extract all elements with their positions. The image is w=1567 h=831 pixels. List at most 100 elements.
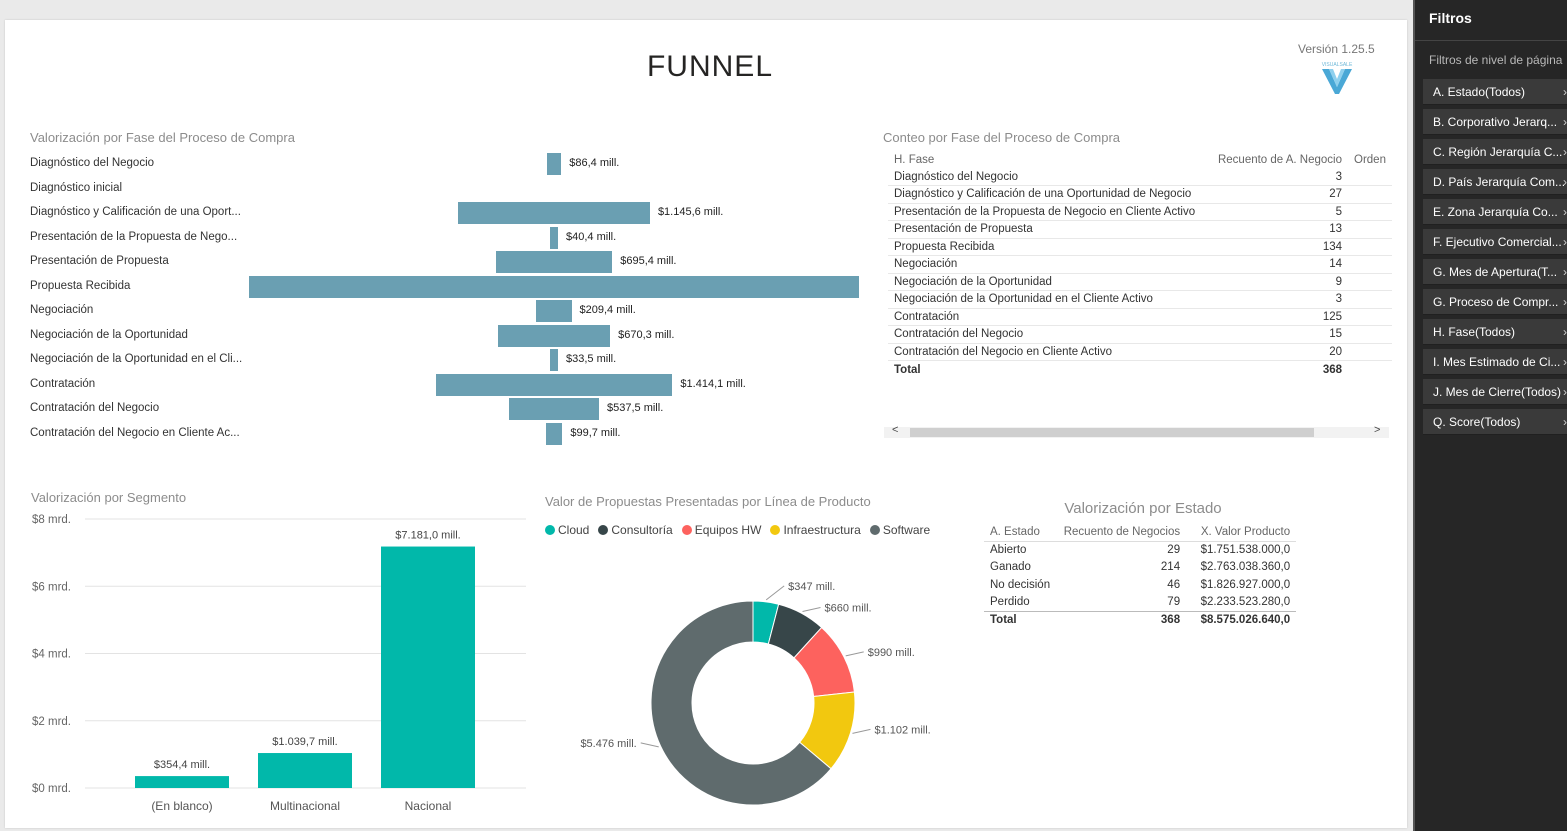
legend-item[interactable]: Infraestructura <box>770 523 861 537</box>
table-row[interactable]: Negociación 14 <box>888 255 1392 274</box>
estado-table: A. Estado Recuento de Negocios X. Valor … <box>984 523 1297 629</box>
table-row[interactable]: Contratación 125 <box>888 308 1392 326</box>
col-header-recuento[interactable]: Recuento de A. Negocio <box>1217 153 1342 166</box>
filter-card[interactable]: A. Estado(Todos) › <box>1423 79 1567 105</box>
chevron-right-icon[interactable]: › <box>1563 295 1567 309</box>
funnel-bar[interactable] <box>536 300 572 322</box>
filter-card[interactable]: F. Ejecutivo Comercial... › <box>1423 229 1567 255</box>
funnel-bar[interactable] <box>249 275 859 298</box>
legend-item[interactable]: Cloud <box>545 523 589 537</box>
orden-cell <box>1348 325 1392 344</box>
filter-card[interactable]: G. Proceso de Compr... › <box>1423 289 1567 315</box>
chevron-right-icon[interactable]: › <box>1563 325 1567 339</box>
chevron-right-icon[interactable]: › <box>1563 85 1567 99</box>
col-header-fase[interactable]: H. Fase <box>894 153 935 166</box>
scrollbar-thumb[interactable] <box>910 428 1314 437</box>
orden-cell <box>1348 308 1392 326</box>
legend-item[interactable]: Consultoría <box>598 523 673 537</box>
legend-label: Equipos HW <box>694 523 762 537</box>
legend-item[interactable]: Software <box>869 523 930 537</box>
scroll-left-icon[interactable]: < <box>892 424 899 436</box>
col-header-orden[interactable]: Orden <box>1354 153 1386 166</box>
col-header-valor-producto[interactable]: X. Valor Producto <box>1186 523 1297 542</box>
table-row[interactable]: Presentación de la Propuesta de Negocio … <box>888 203 1392 221</box>
filter-card[interactable]: E. Zona Jerarquía Co... › <box>1423 199 1567 225</box>
segment-bar[interactable] <box>381 546 475 788</box>
donut-title: Valor de Propuestas Presentadas por Líne… <box>545 494 871 509</box>
funnel-bar[interactable] <box>508 398 599 420</box>
table-row[interactable]: Contratación del Negocio 15 <box>888 325 1392 344</box>
table-row[interactable]: Abierto 29 $1.751.538.000,0 <box>984 541 1296 559</box>
chevron-right-icon[interactable]: › <box>1563 175 1567 189</box>
table-row[interactable]: Presentación de Propuesta 13 <box>888 220 1392 239</box>
filter-card[interactable]: I. Mes Estimado de Ci... › <box>1423 349 1567 375</box>
table-row[interactable]: Ganado 214 $2.763.038.360,0 <box>984 559 1296 577</box>
count-cell: 15 <box>1206 325 1348 344</box>
orden-cell <box>1348 168 1392 186</box>
count-cell: 29 <box>1167 544 1181 556</box>
table-row[interactable]: Negociación de la Oportunidad 9 <box>888 273 1392 291</box>
chevron-right-icon[interactable]: › <box>1563 415 1567 429</box>
filters-title: Filtros <box>1429 10 1472 26</box>
table-row[interactable]: Propuesta Recibida 134 <box>888 238 1392 256</box>
funnel-value-label: $695,4 mill. <box>620 255 677 267</box>
funnel-bar[interactable] <box>545 422 563 445</box>
fase-cell: Negociación de la Oportunidad <box>888 273 1206 291</box>
table-row[interactable]: Diagnóstico y Calificación de una Oportu… <box>888 185 1392 204</box>
filter-card[interactable]: B. Corporativo Jerarq... › <box>1423 109 1567 135</box>
legend-dot-icon <box>545 525 555 535</box>
funnel-bar[interactable] <box>435 373 673 396</box>
count-table-title: Conteo por Fase del Proceso de Compra <box>883 130 1121 145</box>
count-cell: 79 <box>1167 596 1181 608</box>
funnel-bar[interactable] <box>546 153 562 175</box>
donut-legend: Cloud Consultoría Equipos HW Infraestructur… <box>545 523 930 537</box>
donut-slice[interactable] <box>650 600 832 806</box>
segment-bar[interactable] <box>258 753 352 788</box>
count-cell: 134 <box>1206 238 1348 256</box>
total-label: Total <box>984 610 1057 629</box>
filter-card[interactable]: D. País Jerarquía Com... › <box>1423 169 1567 195</box>
table-row[interactable]: Contratación del Negocio en Cliente Acti… <box>888 343 1392 361</box>
chevron-right-icon[interactable]: › <box>1563 205 1567 219</box>
chevron-right-icon[interactable]: › <box>1563 265 1567 279</box>
orden-cell <box>1348 238 1392 256</box>
funnel-bar[interactable] <box>550 226 558 249</box>
segment-value-label: $1.039,7 mill. <box>272 736 337 748</box>
total-valor: $8.575.026.640,0 <box>1186 610 1297 629</box>
col-header-recuento-negocios[interactable]: Recuento de Negocios <box>1056 523 1187 542</box>
chevron-right-icon[interactable]: › <box>1563 385 1567 399</box>
table-row[interactable]: Negociación de la Oportunidad en el Clie… <box>888 290 1392 309</box>
total-count: 368 <box>1206 360 1348 378</box>
col-header-estado[interactable]: A. Estado <box>984 523 1057 542</box>
funnel-bar[interactable] <box>495 251 613 273</box>
funnel-bar[interactable] <box>497 324 611 347</box>
legend-dot-icon <box>598 525 609 535</box>
valor-cell: $2.233.523.280,0 <box>1200 596 1291 608</box>
chevron-right-icon[interactable]: › <box>1563 115 1567 129</box>
filter-card[interactable]: H. Fase(Todos) › <box>1423 319 1567 345</box>
filter-card-label: I. Mes Estimado de Ci... <box>1433 355 1561 369</box>
legend-item[interactable]: Equipos HW <box>681 523 762 537</box>
y-tick-label: $8 mrd. <box>32 514 71 526</box>
funnel-bar[interactable] <box>458 202 650 224</box>
chevron-right-icon[interactable]: › <box>1563 235 1567 249</box>
filter-card[interactable]: C. Región Jerarquía C... › <box>1423 139 1567 165</box>
funnel-value-label: $33,5 mill. <box>566 353 617 365</box>
filter-card[interactable]: Q. Score(Todos) › <box>1423 409 1567 435</box>
segment-bar[interactable] <box>135 776 229 788</box>
table-row[interactable]: Perdido 79 $2.233.523.280,0 <box>984 594 1296 612</box>
funnel-row-label: Presentación de Propuesta <box>30 255 169 267</box>
funnel-bar[interactable] <box>550 349 558 371</box>
valor-cell: $1.826.927.000,0 <box>1200 578 1291 591</box>
filters-divider <box>1415 40 1567 41</box>
horizontal-scrollbar[interactable]: < > <box>884 424 1389 438</box>
chevron-right-icon[interactable]: › <box>1563 355 1567 369</box>
table-row[interactable]: Diagnóstico del Negocio 3 <box>888 168 1392 186</box>
table-row[interactable]: No decisión 46 $1.826.927.000,0 <box>984 576 1296 594</box>
funnel-row-label: Diagnóstico inicial <box>30 181 123 194</box>
scroll-right-icon[interactable]: > <box>1374 424 1381 436</box>
filter-card[interactable]: G. Mes de Apertura(T... › <box>1423 259 1567 285</box>
filter-card[interactable]: J. Mes de Cierre(Todos) › <box>1423 379 1567 405</box>
chevron-right-icon[interactable]: › <box>1563 145 1567 159</box>
filter-card-label: J. Mes de Cierre(Todos) <box>1433 385 1562 399</box>
